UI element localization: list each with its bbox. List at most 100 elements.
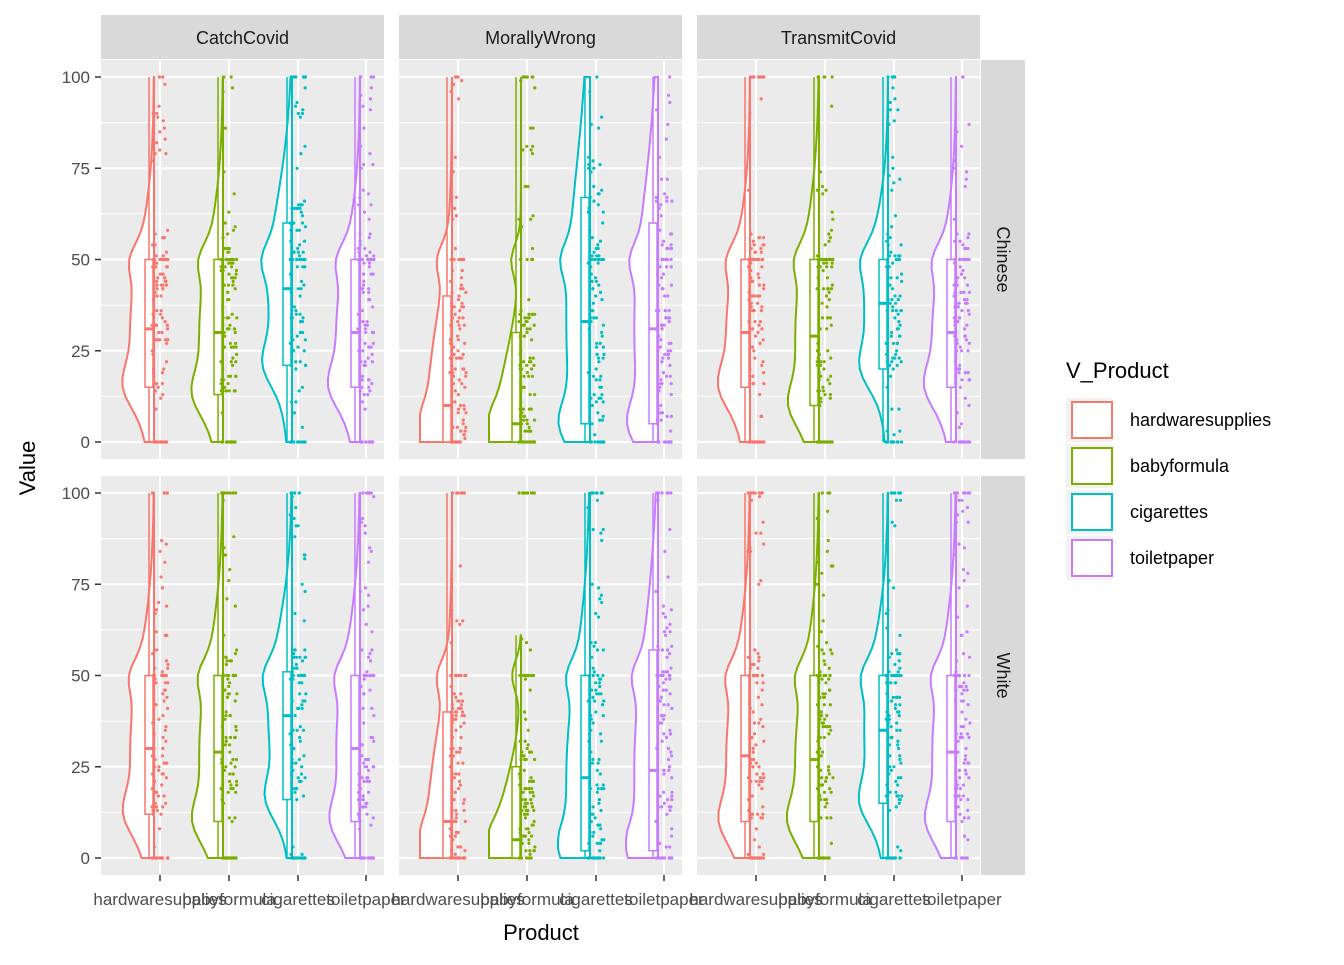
data-point-babyformula: [816, 341, 820, 345]
data-point-toiletpaper: [958, 239, 962, 243]
data-point-hardwaresupplies: [163, 681, 167, 685]
data-point-babyformula: [829, 728, 833, 732]
data-point-cigarettes: [595, 768, 599, 773]
data-point-hardwaresupplies: [163, 279, 167, 283]
data-point-hardwaresupplies: [155, 294, 159, 298]
data-point-babyformula: [816, 276, 820, 280]
data-point-cigarettes: [294, 662, 298, 667]
data-point-toiletpaper: [655, 422, 660, 426]
data-point-hardwaresupplies: [161, 805, 165, 809]
data-point-hardwaresupplies: [162, 699, 166, 703]
data-point-babyformula: [817, 352, 822, 356]
data-point-cigarettes: [594, 276, 598, 280]
data-point-toiletpaper: [669, 246, 674, 251]
data-point-hardwaresupplies: [453, 367, 457, 371]
data-point-cigarettes: [886, 608, 890, 612]
data-point-babyformula: [519, 389, 523, 393]
data-point-babyformula: [819, 710, 823, 714]
data-point-toiletpaper: [668, 808, 672, 813]
data-point-hardwaresupplies: [150, 856, 154, 860]
data-point-toiletpaper: [361, 706, 365, 711]
data-point-cigarettes: [591, 834, 595, 838]
data-point-babyformula: [825, 725, 829, 729]
data-point-hardwaresupplies: [757, 582, 761, 586]
data-point-hardwaresupplies: [462, 433, 466, 437]
data-point-toiletpaper: [961, 75, 965, 79]
data-point-hardwaresupplies: [458, 783, 462, 787]
data-point-toiletpaper: [361, 349, 365, 353]
data-point-toiletpaper: [656, 644, 660, 648]
data-point-toiletpaper: [656, 283, 660, 287]
data-point-hardwaresupplies: [154, 608, 159, 612]
data-point-hardwaresupplies: [155, 283, 159, 287]
data-point-hardwaresupplies: [456, 393, 460, 397]
x-tick-label: toiletpaper: [624, 890, 704, 909]
data-point-hardwaresupplies: [457, 407, 461, 411]
data-point-cigarettes: [589, 257, 593, 262]
data-point-babyformula: [827, 290, 831, 294]
data-point-babyformula: [234, 728, 238, 732]
data-point-hardwaresupplies: [751, 374, 755, 378]
data-point-toiletpaper: [963, 491, 967, 495]
data-point-babyformula: [530, 779, 534, 784]
data-point-hardwaresupplies: [749, 816, 754, 820]
data-point-hardwaresupplies: [164, 776, 168, 780]
data-point-cigarettes: [296, 440, 300, 444]
data-point-babyformula: [229, 75, 233, 79]
data-point-babyformula: [234, 360, 238, 364]
data-point-toiletpaper: [659, 323, 664, 327]
data-point-hardwaresupplies: [163, 137, 167, 141]
data-point-cigarettes: [602, 440, 606, 444]
data-point-babyformula: [228, 772, 232, 776]
data-point-toiletpaper: [359, 520, 363, 524]
data-point-babyformula: [821, 389, 826, 393]
data-point-hardwaresupplies: [759, 250, 763, 254]
data-point-toiletpaper: [365, 320, 369, 324]
data-point-toiletpaper: [962, 816, 967, 820]
data-point-cigarettes: [595, 841, 599, 846]
data-point-hardwaresupplies: [456, 830, 460, 835]
data-point-cigarettes: [289, 75, 293, 79]
data-point-toiletpaper: [959, 422, 964, 426]
data-point-cigarettes: [593, 433, 597, 437]
data-point-babyformula: [821, 385, 825, 389]
data-point-cigarettes: [295, 334, 299, 338]
data-point-babyformula: [532, 794, 536, 798]
data-point-cigarettes: [887, 772, 891, 776]
data-point-hardwaresupplies: [749, 261, 753, 265]
data-point-toiletpaper: [967, 257, 971, 262]
data-point-toiletpaper: [661, 287, 665, 291]
data-point-babyformula: [529, 217, 533, 221]
box-babyformula: [213, 674, 223, 823]
data-point-toiletpaper: [657, 440, 661, 444]
data-point-cigarettes: [886, 257, 890, 262]
data-point-babyformula: [521, 407, 526, 411]
data-point-babyformula: [232, 389, 236, 393]
data-point-hardwaresupplies: [157, 330, 161, 335]
data-point-hardwaresupplies: [453, 790, 457, 794]
data-point-babyformula: [819, 630, 823, 634]
data-point-toiletpaper: [956, 750, 960, 754]
data-point-cigarettes: [889, 725, 893, 729]
data-point-hardwaresupplies: [157, 75, 162, 79]
data-point-babyformula: [233, 225, 237, 229]
data-point-toiletpaper: [669, 429, 673, 433]
data-point-toiletpaper: [669, 232, 674, 236]
data-point-cigarettes: [294, 400, 298, 404]
data-point-toiletpaper: [662, 768, 666, 773]
data-point-babyformula: [523, 316, 527, 320]
data-point-babyformula: [522, 360, 526, 364]
data-point-cigarettes: [304, 692, 308, 696]
data-point-toiletpaper: [663, 615, 668, 619]
data-point-babyformula: [518, 363, 522, 367]
data-point-cigarettes: [601, 400, 605, 404]
data-point-babyformula: [531, 75, 535, 79]
data-point-cigarettes: [897, 659, 901, 663]
data-point-toiletpaper: [666, 703, 670, 707]
data-point-toiletpaper: [666, 356, 671, 360]
data-point-hardwaresupplies: [162, 126, 166, 130]
data-point-cigarettes: [895, 721, 899, 725]
data-point-cigarettes: [303, 144, 307, 148]
data-point-cigarettes: [885, 440, 889, 444]
data-point-cigarettes: [884, 341, 888, 345]
